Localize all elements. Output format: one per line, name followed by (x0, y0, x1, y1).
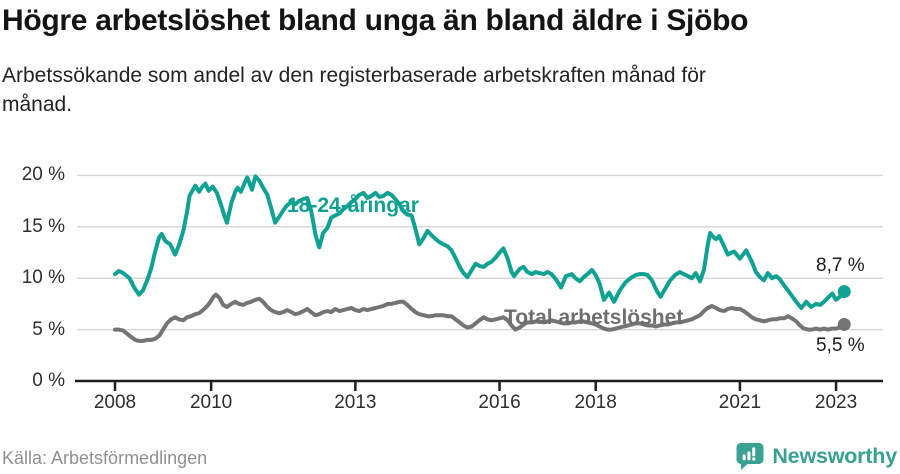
y-axis-tick-label: 5 % (32, 318, 65, 340)
newsworthy-logo[interactable]: Newsworthy (735, 441, 897, 471)
series-end-dot-0 (837, 285, 851, 299)
series-label-youth: 18-24-åringar (287, 194, 419, 217)
x-axis-tick-label: 2010 (189, 392, 233, 413)
series-line-1 (113, 292, 847, 343)
x-axis-tick-label: 2013 (334, 392, 377, 413)
newsworthy-logo-icon (736, 442, 764, 470)
y-axis-tick-label: 0 % (32, 370, 65, 391)
end-value-label-youth: 8,7 % (816, 255, 865, 276)
series-label-total: Total arbetslöshet (504, 306, 684, 329)
end-value-label-total: 5,5 % (816, 335, 865, 356)
x-axis-tick-label: 2023 (814, 392, 858, 413)
x-axis-tick-label: 2016 (478, 392, 521, 413)
x-axis-tick-label: 2008 (93, 392, 137, 413)
y-axis-tick-label: 20 % (21, 164, 65, 186)
page-title: Högre arbetslöshet bland unga än bland ä… (2, 4, 749, 37)
chart-subtitle: Arbetssökande som andel av den registerb… (2, 64, 706, 116)
x-axis-tick-label: 2018 (574, 392, 617, 413)
source-attribution: Källa: Arbetsförmedlingen (2, 448, 208, 468)
series-end-dot-1 (837, 317, 851, 331)
series-line-0 (113, 174, 847, 310)
y-axis-tick-label: 10 % (21, 267, 65, 289)
x-axis-tick-label: 2021 (718, 392, 762, 413)
y-axis-tick-label: 15 % (21, 215, 65, 237)
newsworthy-brand-text: Newsworthy (772, 443, 897, 468)
